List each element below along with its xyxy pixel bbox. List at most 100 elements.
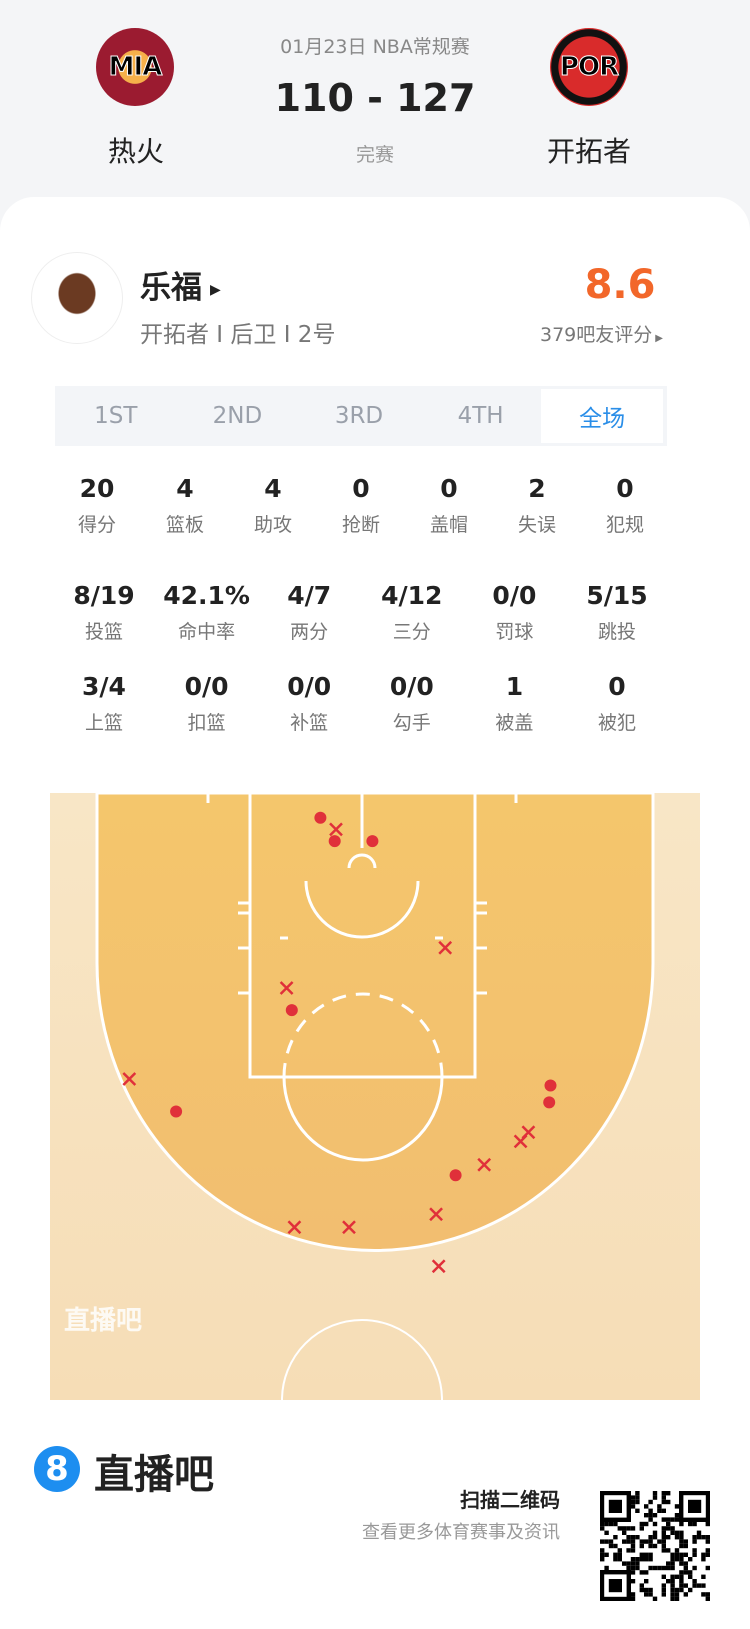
stat-value: 0/0: [389, 672, 434, 701]
stat-row3-5: 0 被犯: [567, 672, 667, 735]
made-shot: [170, 1105, 183, 1118]
stat-value: 0/0: [287, 672, 332, 701]
home-team-name[interactable]: 热火: [107, 135, 164, 168]
stat-row1-4: 0 盖帽: [399, 474, 499, 537]
stat-label: 上篮: [84, 712, 123, 734]
stat-value: 0: [608, 672, 626, 701]
stat-label: 跳投: [597, 621, 636, 643]
stat-label: 失误: [517, 514, 556, 536]
stat-label: 两分: [290, 621, 329, 643]
stat-row2-5: 5/15 跳投: [567, 581, 667, 644]
por-abbr: POR: [559, 52, 619, 83]
player-name: 乐福: [140, 270, 202, 306]
stat-label: 得分: [77, 514, 116, 536]
away-team-name[interactable]: 开拓者: [546, 135, 631, 168]
stat-value: 4: [176, 474, 194, 503]
made-shot: [328, 835, 341, 848]
stat-label: 勾手: [392, 712, 431, 734]
stat-label: 被犯: [597, 712, 636, 734]
scan-qr-label: 扫描二维码: [460, 1488, 560, 1512]
stat-row1-1: 4 篮板: [135, 474, 235, 537]
missed-shot: [429, 1207, 443, 1222]
missed-shot: [329, 822, 343, 837]
period-tabs: 1ST 2ND 3RD 4TH 全场: [55, 386, 667, 446]
stat-row2-1: 42.1% 命中率: [157, 581, 257, 644]
stat-value: 42.1%: [163, 581, 250, 610]
missed-shot: [279, 981, 294, 995]
stat-label: 三分: [392, 621, 431, 643]
stat-value: 0/0: [184, 672, 229, 701]
tab-1st[interactable]: 1ST: [94, 403, 138, 429]
stat-label: 命中率: [178, 621, 236, 643]
game-date-league: 01月23日 NBA常规赛: [280, 36, 470, 58]
made-shot: [544, 1079, 557, 1092]
stat-row3-0: 3/4 上篮: [54, 672, 154, 735]
triangle-right-icon: ▶: [210, 281, 221, 298]
stat-label: 补篮: [290, 712, 329, 734]
stat-row3-4: 1 被盖: [464, 672, 564, 735]
stat-value: 3/4: [82, 672, 126, 701]
tab-2nd[interactable]: 2ND: [212, 403, 263, 429]
brand-name: 直播吧: [94, 1452, 214, 1498]
mia-abbr: MIA: [108, 52, 163, 83]
stat-row1-5: 2 失误: [487, 474, 587, 537]
stat-label: 篮板: [165, 514, 204, 536]
stat-label: 投篮: [84, 621, 123, 643]
missed-shot: [287, 1220, 302, 1235]
tab-4th[interactable]: 4TH: [457, 403, 504, 429]
por-logo[interactable]: POR: [550, 28, 628, 106]
missed-shot: [477, 1157, 492, 1172]
made-shot: [449, 1169, 462, 1182]
stat-label: 助攻: [253, 514, 292, 536]
missed-shot: [122, 1072, 137, 1086]
made-shot: [543, 1096, 556, 1109]
stat-value: 4: [264, 474, 282, 503]
rating-count: 379吧友评分: [540, 324, 653, 346]
player-rating: 8.6: [584, 262, 656, 308]
tab-full-game[interactable]: 全场: [541, 389, 663, 443]
made-shot: [285, 1004, 298, 1017]
footer-subtitle: 查看更多体育赛事及资讯: [362, 1522, 560, 1543]
stat-value: 5/15: [586, 581, 648, 610]
stat-row2-3: 4/12 三分: [362, 581, 462, 644]
stat-row3-3: 0/0 勾手: [362, 672, 462, 735]
stat-label: 抢断: [341, 514, 380, 536]
triangle-right-icon: ▶: [655, 333, 663, 344]
stat-value: 4/7: [287, 581, 332, 610]
made-shot: [314, 811, 327, 824]
stat-value: 0: [352, 474, 370, 503]
player-name-link[interactable]: 乐福 ▶: [140, 262, 221, 307]
stat-row2-0: 8/19 投篮: [54, 581, 154, 644]
stat-label: 被盖: [495, 712, 534, 734]
shot-chart: 直播吧: [50, 793, 700, 1400]
qr-code[interactable]: [600, 1491, 710, 1601]
stat-value: 0: [616, 474, 634, 503]
court-lines: [206, 793, 518, 1400]
stat-value: 2: [528, 474, 546, 503]
stat-value: 8/19: [73, 581, 135, 610]
stat-value: 0/0: [492, 581, 537, 610]
watermark: 直播吧: [64, 1306, 142, 1336]
stat-value: 20: [79, 474, 115, 503]
missed-shot: [342, 1220, 356, 1235]
player-avatar[interactable]: [31, 252, 123, 344]
stat-label: 盖帽: [429, 514, 468, 536]
stat-value: 0: [440, 474, 458, 503]
mia-logo[interactable]: MIA: [96, 28, 174, 106]
brand-logo-icon: 8: [34, 1446, 80, 1492]
missed-shot: [438, 940, 453, 955]
made-shot: [366, 835, 379, 848]
rating-link[interactable]: 379吧友评分 ▶: [540, 320, 663, 347]
stat-row2-4: 0/0 罚球: [464, 581, 564, 644]
tab-3rd[interactable]: 3RD: [334, 403, 384, 429]
stat-row1-3: 0 抢断: [311, 474, 411, 537]
stat-label: 犯规: [605, 514, 644, 536]
missed-shot: [431, 1259, 446, 1274]
stat-label: 罚球: [495, 621, 534, 643]
game-status: 完赛: [355, 144, 394, 166]
stat-row1-2: 4 助攻: [223, 474, 323, 537]
missed-shot: [513, 1134, 528, 1149]
stat-row3-2: 0/0 补篮: [259, 672, 359, 735]
stat-label: 扣篮: [187, 712, 226, 734]
stat-row2-2: 4/7 两分: [259, 581, 359, 644]
